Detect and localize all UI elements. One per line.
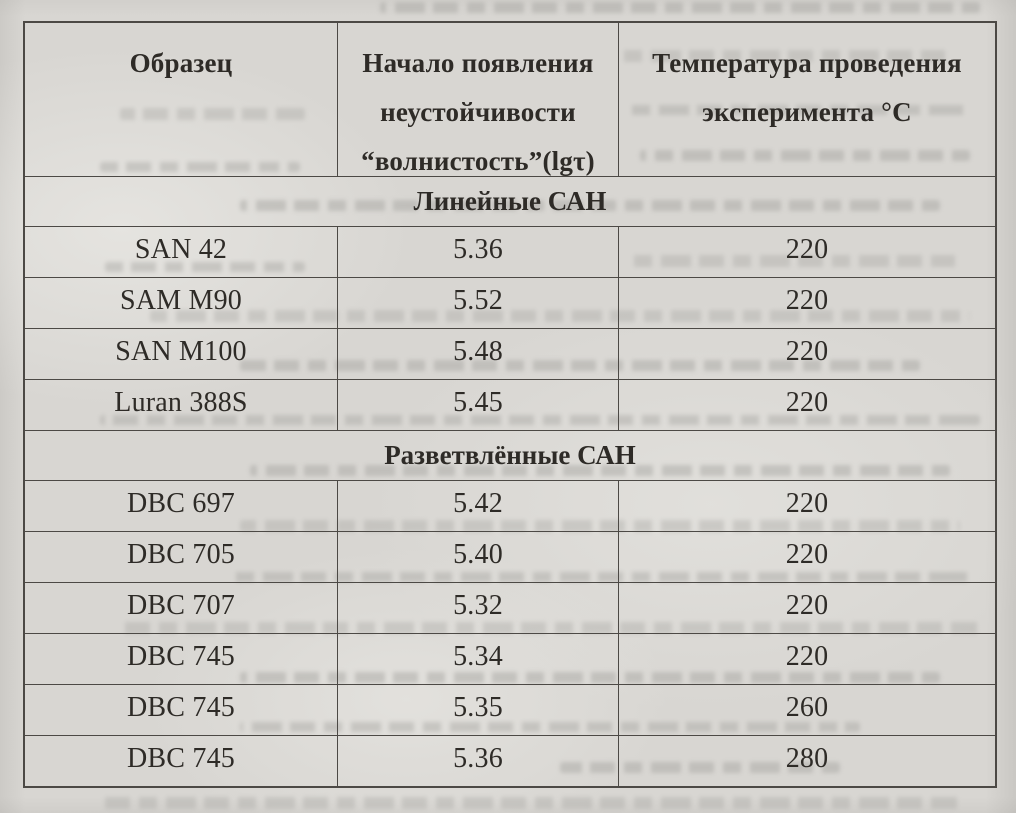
column-header-sample: Образец (25, 23, 337, 176)
column-header-line: Образец (129, 48, 233, 78)
table-row: DBC 745 5.34 220 (25, 633, 995, 684)
section-title: Линейные САН (413, 186, 607, 216)
bleed-through-smudge (100, 797, 960, 809)
column-header-line: “волнистость”(lgτ) (361, 146, 595, 176)
sample-cell: DBC 707 (127, 590, 235, 621)
temperature-cell: 220 (618, 380, 995, 430)
lg-tau-cell: 5.32 (337, 583, 618, 633)
lg-tau-cell: 5.45 (337, 380, 618, 430)
lg-tau-cell: 5.36 (337, 736, 618, 786)
lg-tau-cell: 5.36 (337, 227, 618, 277)
lg-tau-cell: 5.40 (337, 532, 618, 582)
section-header-row: Разветвлённые САН (25, 430, 995, 480)
sample-cell: DBC 745 (127, 692, 235, 723)
lg-tau-cell: 5.35 (337, 685, 618, 735)
column-header-lg-tau: Начало появления неустойчивости “волнистос… (337, 23, 618, 176)
column-header-line: неустойчивости (380, 97, 576, 127)
table-row: DBC 745 5.35 260 (25, 684, 995, 735)
lg-tau-cell: 5.52 (337, 278, 618, 328)
sample-cell: Luran 388S (114, 387, 248, 418)
table-row: Luran 388S 5.45 220 (25, 379, 995, 430)
table-row: SAN 42 5.36 220 (25, 226, 995, 277)
sample-cell: DBC 745 (127, 641, 235, 672)
lg-tau-cell: 5.34 (337, 634, 618, 684)
section-title: Разветвлённые САН (384, 440, 636, 470)
temperature-cell: 280 (618, 736, 995, 786)
table-row: DBC 745 5.36 280 (25, 735, 995, 786)
sample-cell: SAN M100 (115, 336, 247, 367)
table-header-row: Образец Начало появления неустойчивости “во… (25, 23, 995, 176)
column-header-line: Начало появления (362, 48, 594, 78)
table-row: SAM M90 5.52 220 (25, 277, 995, 328)
table-row: DBC 697 5.42 220 (25, 480, 995, 531)
results-table: Образец Начало появления неустойчивости “во… (23, 21, 997, 788)
temperature-cell: 260 (618, 685, 995, 735)
temperature-cell: 220 (618, 329, 995, 379)
temperature-cell: 220 (618, 278, 995, 328)
table-row: DBC 707 5.32 220 (25, 582, 995, 633)
temperature-cell: 220 (618, 583, 995, 633)
column-header-line: эксперимента °С (702, 97, 912, 127)
temperature-cell: 220 (618, 227, 995, 277)
bleed-through-smudge (380, 2, 980, 13)
lg-tau-cell: 5.42 (337, 481, 618, 531)
temperature-cell: 220 (618, 532, 995, 582)
table-row: DBC 705 5.40 220 (25, 531, 995, 582)
temperature-cell: 220 (618, 634, 995, 684)
section-header-row: Линейные САН (25, 176, 995, 226)
sample-cell: SAM M90 (120, 285, 242, 316)
sample-cell: DBC 745 (127, 743, 235, 774)
table-row: SAN M100 5.48 220 (25, 328, 995, 379)
sample-cell: SAN 42 (134, 234, 228, 265)
column-header-temperature: Температура проведения эксперимента °С (618, 23, 995, 176)
sample-cell: DBC 705 (127, 539, 235, 570)
column-header-line: Температура проведения (652, 48, 962, 78)
temperature-cell: 220 (618, 481, 995, 531)
sample-cell: DBC 697 (127, 488, 235, 519)
lg-tau-cell: 5.48 (337, 329, 618, 379)
